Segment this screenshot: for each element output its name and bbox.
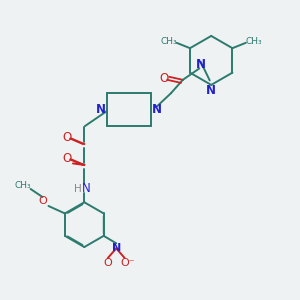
Text: N: N xyxy=(152,103,162,116)
Text: O: O xyxy=(160,72,169,85)
Text: CH₃: CH₃ xyxy=(160,37,177,46)
Text: N: N xyxy=(81,182,90,195)
Text: O: O xyxy=(62,131,72,144)
Text: O: O xyxy=(103,258,112,268)
Text: O⁻: O⁻ xyxy=(120,258,135,268)
Text: N: N xyxy=(96,103,106,116)
Text: O: O xyxy=(62,152,72,165)
Text: N: N xyxy=(206,84,216,97)
Text: O: O xyxy=(38,196,47,206)
Text: N: N xyxy=(112,243,121,254)
Text: CH₃: CH₃ xyxy=(245,37,262,46)
Text: CH₃: CH₃ xyxy=(15,181,32,190)
Text: H: H xyxy=(74,184,82,194)
Text: N: N xyxy=(196,58,206,71)
